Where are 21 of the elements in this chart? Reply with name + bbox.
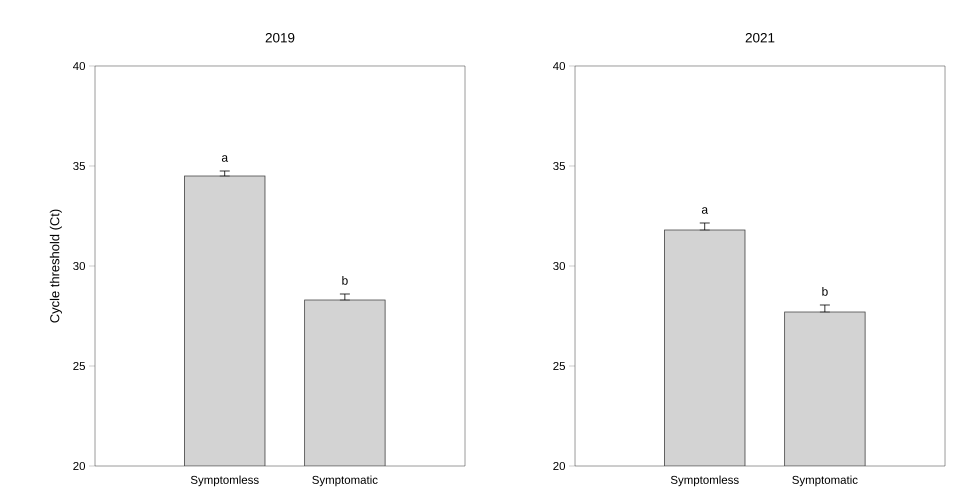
y-tick-label: 35 (553, 162, 566, 170)
y-tick-label: 20 (553, 462, 566, 470)
annotation: a (222, 155, 228, 162)
y-axis-title: Cycle threshold (Ct) (50, 210, 62, 323)
annotation: b (342, 276, 348, 285)
y-tick-label: 30 (553, 262, 566, 270)
y-tick-label: 40 (553, 62, 566, 70)
y-tick-label: 35 (73, 162, 85, 170)
y-tick-label: 40 (73, 62, 86, 70)
y-tick-label: 25 (73, 362, 85, 370)
y-tick-label: 25 (553, 362, 566, 370)
x-tick-label: Symptomatic (312, 476, 378, 486)
y-tick-label: 20 (73, 462, 86, 470)
y-tick-label: 30 (73, 262, 86, 270)
annotation: b (822, 287, 828, 296)
x-tick-label: Symptomless (670, 476, 739, 486)
chart-title: 2019 (266, 32, 294, 42)
chart-title: 2021 (746, 32, 774, 42)
x-tick-label: Symptomless (190, 476, 259, 486)
x-tick-label: Symptomatic (792, 476, 858, 486)
annotation: a (702, 207, 708, 214)
